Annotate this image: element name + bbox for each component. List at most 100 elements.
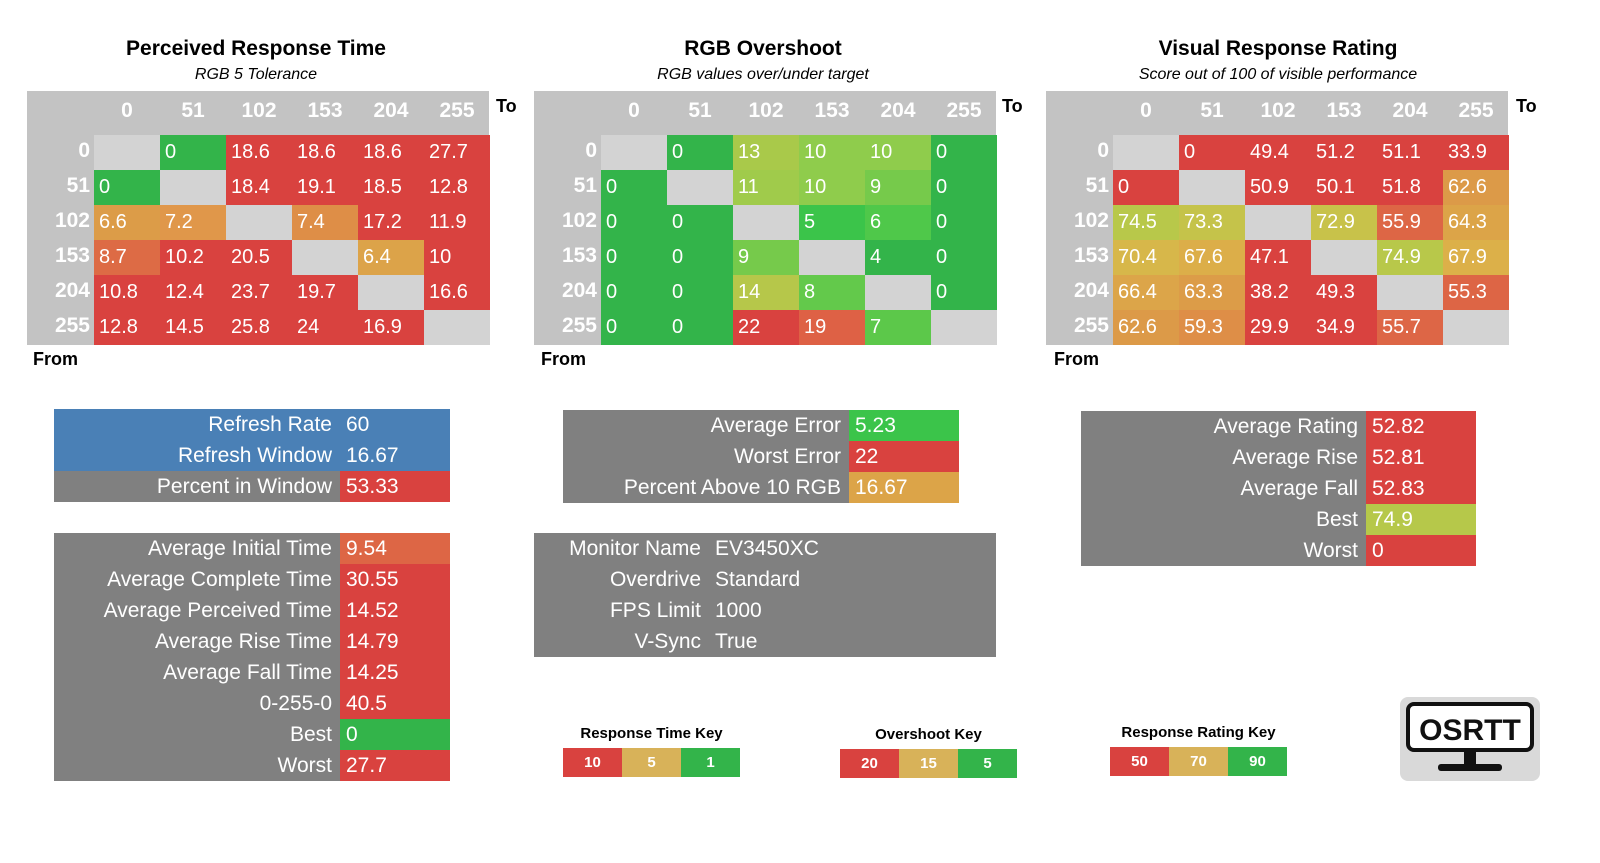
column-header: 255 (1458, 99, 1494, 122)
heatmap-cell (601, 135, 667, 170)
heatmap-cell: 49.3 (1311, 275, 1377, 310)
row-header: 153 (561, 244, 597, 267)
row-header: 102 (561, 209, 597, 232)
stat-value: 52.81 (1366, 442, 1476, 473)
error-panel-row: Worst Error 22 (563, 441, 959, 472)
stat-label: Refresh Rate (54, 409, 340, 440)
stat-label: Percent in Window (54, 471, 340, 502)
stat-label: Refresh Window (54, 440, 340, 471)
stat-label: Average Initial Time (54, 533, 340, 564)
heatmap-cell: 17.2 (358, 205, 424, 240)
heatmap-cell: 0 (931, 240, 997, 275)
heatmap-cell (799, 240, 865, 275)
stat-label: Monitor Name (534, 533, 709, 564)
stat-value: 22 (849, 441, 959, 472)
heatmap-cell: 51.1 (1377, 135, 1443, 170)
key-swatch: 20 (840, 749, 899, 778)
heatmap-cell: 18.4 (226, 170, 292, 205)
row-header: 102 (1073, 209, 1109, 232)
column-header: 204 (1392, 99, 1428, 122)
stat-label: Best (54, 719, 340, 750)
monitor-panel-row: Overdrive Standard (534, 564, 996, 595)
column-header: 255 (946, 99, 982, 122)
heatmap-cell: 0 (931, 205, 997, 240)
heatmap-cell: 14 (733, 275, 799, 310)
heatmap-cell: 11.9 (424, 205, 490, 240)
heatmap-cell: 8 (799, 275, 865, 310)
heatmap-cell: 7 (865, 310, 931, 345)
heatmap-cell (1179, 170, 1245, 205)
key-swatch: 15 (899, 749, 958, 778)
heatmap-cell: 55.9 (1377, 205, 1443, 240)
heatmap-cell: 49.4 (1245, 135, 1311, 170)
row-header: 255 (1073, 314, 1109, 337)
heatmap-cell (358, 275, 424, 310)
heatmap-cell: 0 (601, 275, 667, 310)
stat-label: Percent Above 10 RGB (563, 472, 849, 503)
monitor-info-panel: Monitor Name EV3450XC Overdrive Standard FPS… (534, 533, 996, 657)
row-header: 51 (1085, 174, 1109, 197)
heatmap-cell: 6.6 (94, 205, 160, 240)
stat-value: 53.33 (340, 471, 450, 502)
time-panel-row: Best 0 (54, 719, 450, 750)
heatmap-cell (733, 205, 799, 240)
heatmap-cell: 14.5 (160, 310, 226, 345)
heatmap-cell: 73.3 (1179, 205, 1245, 240)
heatmap-cell: 34.9 (1311, 310, 1377, 345)
stat-value: 1000 (709, 595, 996, 626)
column-header: 0 (628, 99, 640, 122)
key-swatch: 1 (681, 748, 740, 777)
perceived-heatmap: 0 51 102 153 204 255 0 0 18.6 18.6 18.6 27.7 51 0 18.4… (27, 91, 490, 345)
row-header: 51 (66, 174, 90, 197)
key-bar: 20 15 5 (840, 749, 1017, 778)
heatmap-cell: 0 (94, 170, 160, 205)
key-bar: 10 5 1 (563, 748, 740, 777)
heatmap-cell: 0 (601, 205, 667, 240)
row-header: 204 (54, 279, 90, 302)
rating-heatmap: 0 51 102 153 204 255 0 0 49.4 51.2 51.1 33.9 51 0 50.9… (1046, 91, 1509, 345)
heatmap-cell: 0 (667, 275, 733, 310)
monitor-icon: OSRTT (1406, 702, 1534, 771)
perceived-title: Perceived Response Time (126, 37, 386, 60)
stat-value: EV3450XC (709, 533, 996, 564)
heatmap-cell: 59.3 (1179, 310, 1245, 345)
row-header: 153 (54, 244, 90, 267)
heatmap-cell: 67.9 (1443, 240, 1509, 275)
heatmap-cell: 29.9 (1245, 310, 1311, 345)
row-header: 204 (1073, 279, 1109, 302)
row-header: 51 (573, 174, 597, 197)
key-swatch: 5 (958, 749, 1017, 778)
stat-value: 74.9 (1366, 504, 1476, 535)
stat-value: 14.25 (340, 657, 450, 688)
stat-label: Worst (1081, 535, 1366, 566)
column-header: 153 (814, 99, 850, 122)
refresh-panel: Refresh Rate 60 Refresh Window 16.67 Percent… (54, 409, 450, 502)
key-swatch: 90 (1228, 747, 1287, 776)
heatmap-cell: 9 (733, 240, 799, 275)
heatmap-cell: 25.8 (226, 310, 292, 345)
column-header: 51 (181, 99, 205, 122)
row-header: 0 (1097, 139, 1109, 162)
stat-label: Average Fall (1081, 473, 1366, 504)
heatmap-cell: 0 (667, 135, 733, 170)
heatmap-cell (1377, 275, 1443, 310)
heatmap-cell: 7.4 (292, 205, 358, 240)
heatmap-cell: 8.7 (94, 240, 160, 275)
stat-label: Worst Error (563, 441, 849, 472)
stat-label: Overdrive (534, 564, 709, 595)
overshoot-to-label: To (1002, 96, 1023, 116)
heatmap-cell (1443, 310, 1509, 345)
perceived-subtitle: RGB 5 Tolerance (194, 66, 318, 83)
heatmap-cell (292, 240, 358, 275)
stat-value: 0 (1366, 535, 1476, 566)
heatmap-cell: 10 (424, 240, 490, 275)
heatmap-cell: 66.4 (1113, 275, 1179, 310)
column-header: 153 (1326, 99, 1362, 122)
heatmap-cell: 38.2 (1245, 275, 1311, 310)
heatmap-cell: 12.8 (94, 310, 160, 345)
heatmap-cell: 0 (601, 310, 667, 345)
rating-panel-row: Average Rating 52.82 (1081, 411, 1476, 442)
stat-label: Best (1081, 504, 1366, 535)
time-panel-row: 0-255-0 40.5 (54, 688, 450, 719)
heatmap-cell (1113, 135, 1179, 170)
